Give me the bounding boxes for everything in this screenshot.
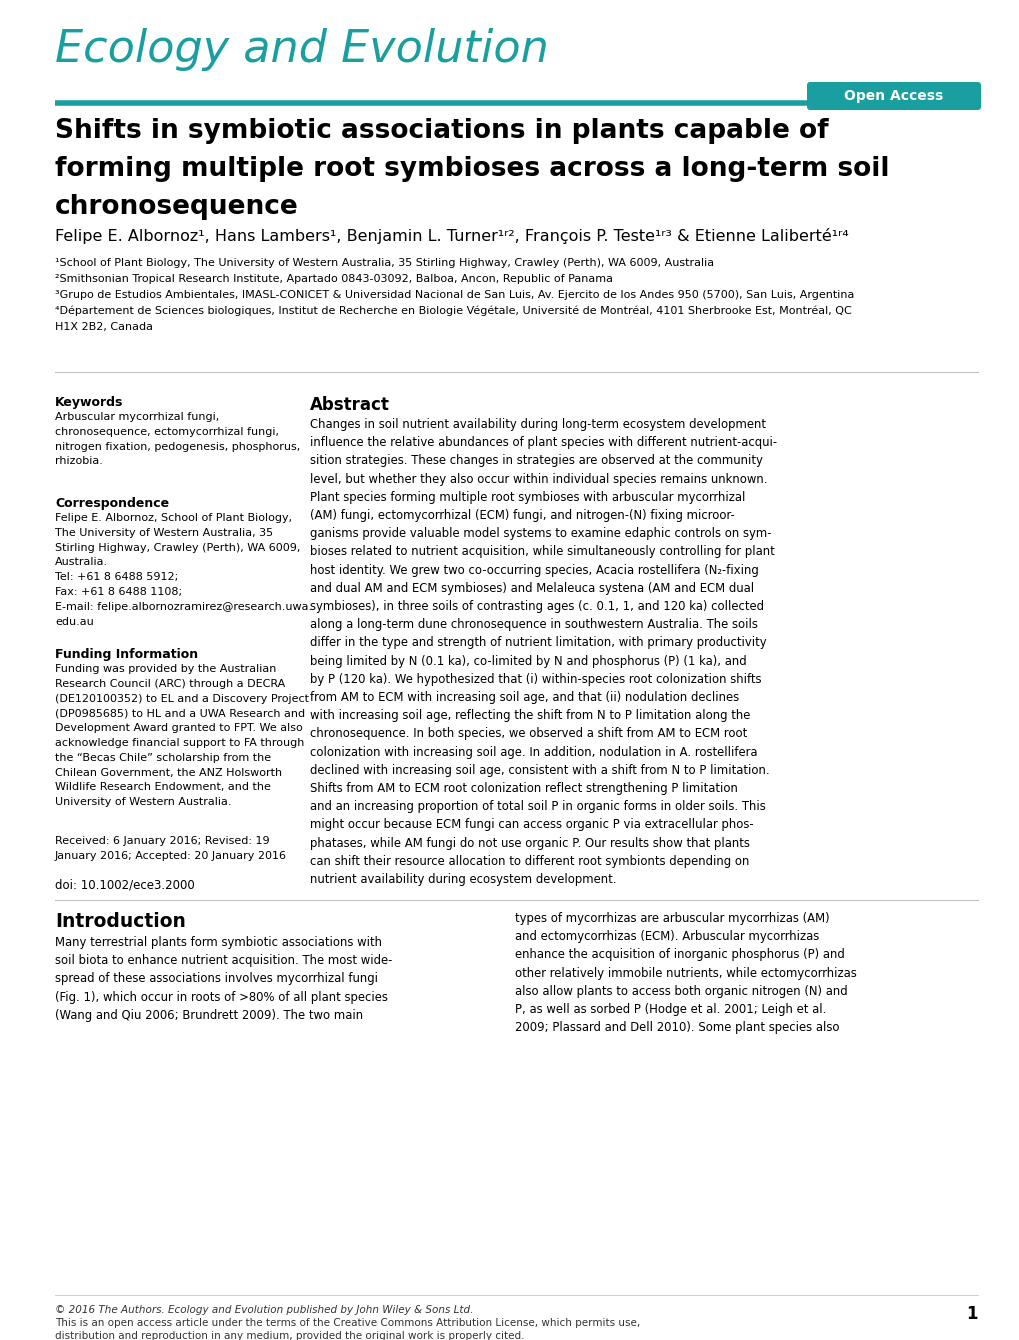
Text: ⁴Département de Sciences biologiques, Institut de Recherche en Biologie Végétale: ⁴Département de Sciences biologiques, In… [55, 306, 851, 316]
Text: H1X 2B2, Canada: H1X 2B2, Canada [55, 322, 153, 332]
Text: Shifts in symbiotic associations in plants capable of: Shifts in symbiotic associations in plan… [55, 118, 827, 143]
Text: Felipe E. Albornoz¹, Hans Lambers¹, Benjamin L. Turner¹ʳ², François P. Teste¹ʳ³ : Felipe E. Albornoz¹, Hans Lambers¹, Benj… [55, 228, 848, 244]
Text: doi: 10.1002/ece3.2000: doi: 10.1002/ece3.2000 [55, 878, 195, 891]
Text: Changes in soil nutrient availability during long-term ecosystem development
inf: Changes in soil nutrient availability du… [310, 418, 776, 886]
Text: Abstract: Abstract [310, 397, 389, 414]
Text: types of mycorrhizas are arbuscular mycorrhizas (AM)
and ectomycorrhizas (ECM). : types of mycorrhizas are arbuscular myco… [515, 913, 856, 1034]
FancyBboxPatch shape [806, 82, 980, 110]
Text: 1: 1 [966, 1305, 977, 1323]
Text: ¹School of Plant Biology, The University of Western Australia, 35 Stirling Highw: ¹School of Plant Biology, The University… [55, 259, 713, 268]
Text: Ecology and Evolution: Ecology and Evolution [55, 28, 548, 71]
Text: Open Access: Open Access [844, 88, 943, 103]
Text: This is an open access article under the terms of the Creative Commons Attributi: This is an open access article under the… [55, 1319, 640, 1328]
Text: © 2016 The Authors. Ecology and Evolution published by John Wiley & Sons Ltd.: © 2016 The Authors. Ecology and Evolutio… [55, 1305, 473, 1315]
Text: forming multiple root symbioses across a long-term soil: forming multiple root symbioses across a… [55, 155, 889, 182]
Text: Felipe E. Albornoz, School of Plant Biology,
The University of Western Australia: Felipe E. Albornoz, School of Plant Biol… [55, 513, 312, 627]
Text: Many terrestrial plants form symbiotic associations with
soil biota to enhance n: Many terrestrial plants form symbiotic a… [55, 937, 392, 1022]
Text: Correspondence: Correspondence [55, 497, 169, 511]
Text: Keywords: Keywords [55, 397, 123, 409]
Text: chronosequence: chronosequence [55, 194, 299, 220]
Text: Received: 6 January 2016; Revised: 19
January 2016; Accepted: 20 January 2016: Received: 6 January 2016; Revised: 19 Ja… [55, 836, 286, 860]
Text: Arbuscular mycorrhizal fungi,
chronosequence, ectomycorrhizal fungi,
nitrogen fi: Arbuscular mycorrhizal fungi, chronosequ… [55, 411, 300, 466]
Text: distribution and reproduction in any medium, provided the original work is prope: distribution and reproduction in any med… [55, 1331, 524, 1340]
Text: Introduction: Introduction [55, 913, 185, 931]
Text: ³Grupo de Estudios Ambientales, IMASL-CONICET & Universidad Nacional de San Luis: ³Grupo de Estudios Ambientales, IMASL-CO… [55, 289, 854, 300]
Text: Funding was provided by the Australian
Research Council (ARC) through a DECRA
(D: Funding was provided by the Australian R… [55, 665, 309, 807]
Text: ²Smithsonian Tropical Research Institute, Apartado 0843-03092, Balboa, Ancon, Re: ²Smithsonian Tropical Research Institute… [55, 273, 612, 284]
Text: Funding Information: Funding Information [55, 649, 198, 661]
